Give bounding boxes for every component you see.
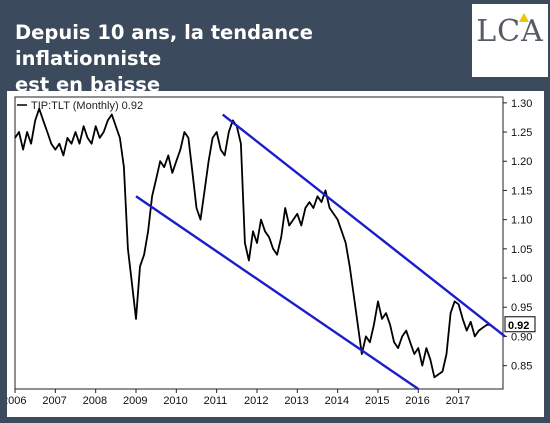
legend-label: TIP:TLT (Monthly) 0.92 — [31, 100, 143, 112]
x-tick-label: 2013 — [284, 395, 308, 407]
header: Depuis 10 ans, la tendance inflationnist… — [0, 0, 550, 96]
series-group — [14, 107, 491, 379]
trend-channel-group — [135, 113, 506, 390]
last-value-label: 0.92 — [508, 320, 529, 332]
x-tick-label: 2011 — [204, 395, 228, 407]
y-tick-label: 1.05 — [511, 244, 532, 256]
tip-tlt-line-chart: TIP:TLT (Monthly) 0.92 20062007200820092… — [7, 96, 536, 407]
x-tick-label: 2008 — [83, 395, 107, 407]
lca-logo: LCA — [472, 4, 548, 77]
y-tick-label: 1.15 — [511, 185, 532, 197]
lower-channel-line — [135, 195, 419, 390]
title-line-2: est en baisse — [15, 73, 161, 96]
x-tick-label: 2009 — [123, 395, 147, 407]
y-tick-label: 0.95 — [511, 302, 532, 314]
y-tick-label: 1.30 — [511, 98, 532, 110]
y-tick-label: 1.25 — [511, 127, 532, 139]
x-tick-label: 2014 — [325, 395, 349, 407]
y-tick-label: 1.20 — [511, 156, 532, 168]
last-value-box — [504, 316, 536, 333]
y-axis-ticks: 1.30 1.25 1.20 1.15 1.10 1.05 1.00 0.95 0.90 0.85 — [503, 98, 532, 373]
upper-channel-line — [221, 113, 506, 338]
x-tick-label: 2015 — [365, 395, 389, 407]
last-value-marker: 0.92 — [504, 316, 536, 333]
title-line-1: Depuis 10 ans, la tendance inflationnist… — [15, 21, 313, 70]
x-tick-label: 2016 — [405, 395, 429, 407]
y-tick-label: 1.10 — [511, 215, 532, 227]
tip-tlt-series-line — [14, 107, 491, 379]
legend: TIP:TLT (Monthly) 0.92 — [17, 100, 143, 112]
y-tick-label: 0.85 — [511, 361, 532, 373]
x-tick-label: 2010 — [163, 395, 187, 407]
x-tick-label: 2007 — [42, 395, 66, 407]
x-tick-label: 2017 — [446, 395, 470, 407]
y-tick-label: 1.00 — [511, 273, 532, 285]
y-tick-label: 0.90 — [511, 331, 532, 343]
plot-border — [14, 96, 504, 390]
x-tick-label: 2012 — [244, 395, 268, 407]
page-title: Depuis 10 ans, la tendance inflationnist… — [15, 20, 435, 98]
logo-text: LCA — [476, 14, 544, 49]
logo-accent-mark — [519, 13, 529, 22]
plot-frame — [14, 96, 504, 390]
chart-panel: TIP:TLT (Monthly) 0.92 20062007200820092… — [7, 91, 544, 417]
